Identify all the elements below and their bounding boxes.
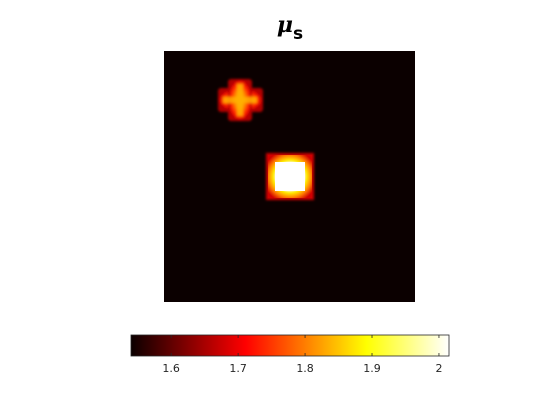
colorbar: 1.6 1.7 1.8 1.9 2 xyxy=(130,334,450,375)
colorbar-gradient xyxy=(130,334,450,357)
heatmap-plot xyxy=(164,51,415,302)
square-core xyxy=(275,162,305,191)
chart-title: μs xyxy=(277,12,303,44)
colorbar-tick-label: 2 xyxy=(435,362,442,375)
cross-inclusion xyxy=(218,79,263,121)
colorbar-tick-label: 1.9 xyxy=(363,362,381,375)
colorbar-tick-label: 1.6 xyxy=(162,362,180,375)
square-inclusion xyxy=(266,153,314,200)
cross-core-vertical xyxy=(237,84,243,116)
colorbar-tick-label: 1.7 xyxy=(229,362,247,375)
colorbar-tick-label: 1.8 xyxy=(296,362,314,375)
colorbar-ticks: 1.6 1.7 1.8 1.9 2 xyxy=(162,335,442,375)
title-subscript: s xyxy=(293,24,303,44)
title-symbol: μ xyxy=(277,12,293,38)
